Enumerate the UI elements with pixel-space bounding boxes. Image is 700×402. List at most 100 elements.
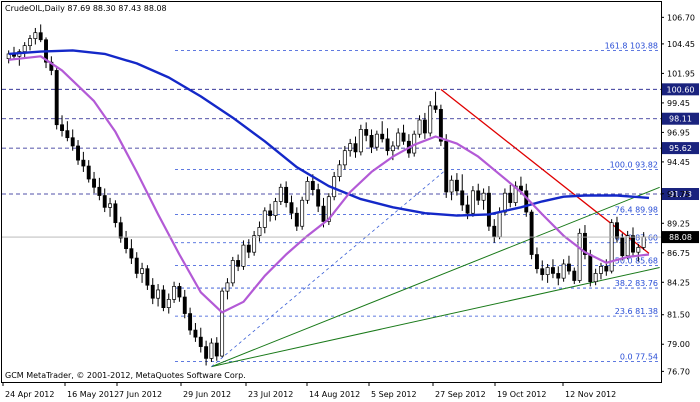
candle-body-107 — [577, 232, 582, 281]
candle-body-70 — [380, 133, 385, 140]
candle-body-3 — [22, 45, 27, 52]
candle-body-89 — [481, 192, 486, 201]
fib-label-6: 23.6 81.38 — [615, 307, 658, 316]
candle-body-44 — [241, 244, 246, 267]
candle-body-105 — [567, 263, 571, 272]
candle-body-100 — [540, 268, 545, 275]
candle-body-48 — [262, 210, 267, 228]
candle-body-71 — [385, 138, 390, 152]
candle-body-81 — [438, 109, 443, 142]
candlesticks — [6, 24, 646, 366]
hlevel-label-2: 95.62 — [669, 144, 692, 153]
trendlines — [211, 88, 660, 368]
y-tick-label-7: 89.25 — [667, 219, 690, 228]
fib-label-0: 161.8 103.88 — [605, 42, 658, 51]
candle-body-21 — [118, 222, 123, 239]
candle-body-51 — [278, 186, 283, 202]
candle-body-15 — [86, 165, 91, 180]
candle-body-52 — [284, 186, 289, 203]
candle-body-4 — [28, 38, 32, 47]
candle-body-9 — [54, 70, 59, 126]
candle-body-37 — [204, 346, 209, 359]
candle-body-31 — [172, 286, 177, 300]
y-tick-label-8: 86.75 — [667, 249, 690, 258]
candle-body-47 — [257, 227, 262, 237]
candle-body-26 — [145, 268, 150, 286]
y-tick-label-11: 79.00 — [667, 340, 690, 349]
x-tick-label-6: 5 Sep 2012 — [371, 390, 417, 399]
hlevel-box-3 — [662, 188, 699, 201]
candle-body-82 — [444, 140, 449, 193]
y-tick-label-3: 99.45 — [667, 99, 690, 108]
candle-body-111 — [599, 265, 603, 274]
y-tick-label-0: 106.70 — [667, 13, 695, 22]
y-tick-label-10: 81.50 — [667, 311, 690, 320]
y-tick-label-5: 94.45 — [667, 158, 690, 167]
x-tick-label-1: 16 May 2012 — [67, 390, 119, 399]
candle-body-101 — [545, 267, 550, 275]
candle-body-19 — [108, 203, 113, 208]
candle-body-28 — [156, 289, 161, 299]
candle-body-93 — [502, 192, 507, 213]
y-axis: 106.70 104.45 101.95 99.45 96.95 94.45 91.75 89… — [661, 13, 695, 376]
candle-body-109 — [588, 254, 593, 283]
candle-body-88 — [476, 190, 481, 201]
x-tick-label-8: 19 Oct 2012 — [497, 390, 546, 399]
sma-blue-line — [8, 49, 650, 217]
candle-body-85 — [460, 190, 465, 206]
candle-body-49 — [268, 210, 273, 216]
candle-body-58 — [316, 189, 321, 207]
candle-body-68 — [369, 135, 374, 148]
x-tick-label-7: 27 Sep 2012 — [435, 390, 486, 399]
candle-body-78 — [422, 119, 427, 134]
hlevel-box-0 — [662, 83, 699, 96]
fib-label-4: 50.0 85.68 — [615, 256, 658, 265]
candle-body-13 — [76, 145, 80, 161]
candle-body-73 — [396, 132, 401, 147]
candle-body-32 — [177, 286, 182, 298]
candle-body-84 — [454, 179, 459, 192]
current-price-marker: 88.08 — [2, 231, 699, 244]
candle-body-67 — [364, 129, 369, 136]
candle-body-59 — [321, 205, 326, 222]
trendline-red — [440, 88, 650, 254]
current-price-box — [662, 231, 699, 244]
candle-body-45 — [246, 244, 251, 253]
x-axis: 24 Apr 2012 16 May 2012 7 Jun 2012 29 Jun 2… — [2, 382, 616, 399]
hlevel-box-1 — [662, 112, 699, 125]
candle-body-56 — [305, 181, 310, 201]
candle-body-54 — [294, 212, 299, 227]
candle-body-11 — [65, 130, 70, 139]
candle-body-17 — [97, 186, 102, 196]
fib-label-3: 61.8 87.60 — [615, 234, 658, 243]
candle-body-66 — [358, 129, 363, 153]
candle-body-43 — [236, 260, 241, 267]
candle-body-39 — [214, 342, 219, 357]
candle-body-97 — [524, 190, 529, 213]
candle-body-16 — [92, 178, 96, 188]
candle-body-0 — [6, 53, 11, 59]
candle-body-114 — [615, 222, 619, 239]
candle-body-106 — [572, 270, 577, 281]
candle-body-110 — [593, 273, 598, 283]
candle-body-33 — [182, 296, 187, 314]
candle-body-115 — [620, 237, 625, 257]
candle-body-20 — [113, 203, 118, 224]
hlevel-label-0: 100.60 — [667, 85, 695, 94]
candle-body-116 — [625, 235, 630, 257]
hlevel-label-3: 91.73 — [669, 190, 692, 199]
x-tick-label-9: 12 Nov 2012 — [565, 390, 616, 399]
candle-body-46 — [252, 235, 257, 253]
sma-purple-line — [8, 55, 650, 314]
fib-label-5: 38.2 83.76 — [615, 279, 658, 288]
fib-label-7: 0.0 77.54 — [620, 352, 658, 361]
candle-body-38 — [209, 342, 214, 359]
candle-body-40 — [220, 290, 225, 357]
moving-averages — [8, 49, 650, 314]
candle-body-117 — [631, 235, 635, 253]
candle-body-91 — [492, 225, 497, 238]
y-tick-label-2: 101.95 — [667, 69, 695, 78]
candle-body-80 — [433, 105, 438, 110]
